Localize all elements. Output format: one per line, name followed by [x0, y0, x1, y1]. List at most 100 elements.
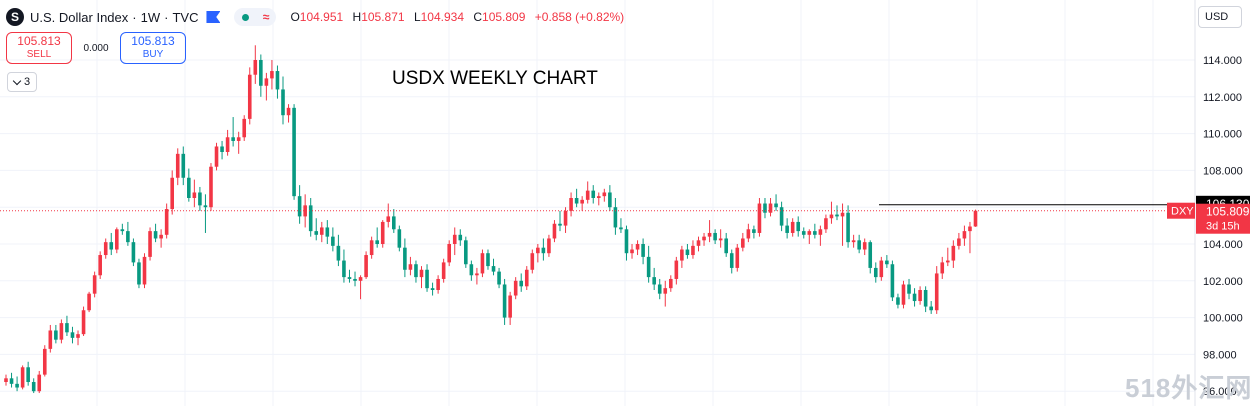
candle-body	[591, 190, 596, 198]
sell-button[interactable]: 105.813 SELL	[6, 32, 72, 64]
candle-body	[513, 280, 518, 296]
candle-body	[752, 229, 756, 233]
candle-body	[175, 153, 180, 178]
candle-body	[308, 205, 313, 232]
low-value: 104.934	[420, 10, 465, 24]
candle-body	[192, 192, 197, 198]
candle-body	[929, 306, 933, 311]
candle-body	[4, 378, 8, 382]
currency-selector[interactable]: USD	[1198, 6, 1242, 28]
candle-body	[209, 166, 213, 208]
candle-body	[630, 249, 634, 254]
candle-body	[408, 264, 413, 270]
candle-body	[81, 310, 86, 335]
candle-body	[220, 146, 224, 152]
candle-body	[236, 137, 241, 141]
candle-body	[497, 271, 501, 285]
candle-body	[392, 216, 396, 230]
candle-body	[608, 192, 612, 208]
candle-body	[635, 244, 640, 250]
candle-body	[281, 89, 285, 116]
candle-body	[691, 245, 695, 256]
candle-body	[879, 260, 884, 278]
candle-body	[397, 229, 402, 248]
buy-button[interactable]: 105.813 BUY	[120, 32, 186, 64]
candle-body	[779, 207, 784, 226]
symbol-name[interactable]: U.S. Dollar Index	[30, 9, 129, 25]
candle-body	[458, 234, 463, 241]
source-label: TVC	[172, 9, 199, 25]
candle-body	[641, 244, 645, 257]
candle-body	[380, 221, 385, 244]
candle-body	[148, 231, 152, 257]
candle-body	[674, 260, 679, 279]
candle-body	[547, 238, 551, 254]
candle-body	[247, 74, 252, 119]
candle-body	[364, 255, 368, 278]
candle-body	[946, 260, 950, 263]
candle-body	[602, 192, 607, 197]
candle-body	[181, 153, 186, 178]
trade-panel: 105.813 SELL 0.000 105.813 BUY	[6, 32, 186, 64]
y-tick-label: 110.000	[1203, 129, 1242, 141]
candle-body	[968, 226, 972, 232]
candle-body	[646, 256, 651, 278]
candle-body	[763, 203, 767, 213]
candle-body	[198, 192, 202, 206]
sell-price: 105.813	[17, 34, 61, 48]
candle-body	[76, 334, 80, 338]
candle-body	[519, 280, 524, 287]
candle-body	[131, 242, 136, 263]
candle-body	[259, 60, 263, 86]
market-open-dot-icon	[241, 13, 249, 21]
candle-body	[934, 273, 939, 311]
candle-body	[652, 277, 656, 285]
candle-body	[37, 374, 42, 392]
candle-body	[386, 216, 391, 222]
market-status-pill[interactable]: ≈	[234, 8, 277, 26]
y-tick-label: 104.000	[1203, 239, 1243, 251]
sell-label: SELL	[26, 49, 52, 60]
y-tick-label: 100.000	[1203, 313, 1243, 325]
high-label: H	[352, 10, 362, 24]
close-value: 105.809	[482, 10, 526, 24]
candle-body	[430, 288, 435, 290]
candle-body	[563, 210, 568, 226]
candle-body	[187, 177, 191, 198]
wave-icon: ≈	[262, 10, 270, 24]
candle-body	[508, 295, 512, 318]
candle-body	[574, 198, 579, 204]
flag-icon[interactable]	[206, 11, 221, 23]
candle-body	[824, 218, 828, 230]
candle-body	[741, 238, 745, 248]
ohlc-readout: O104.951 H105.871 L104.934 C105.809 +0.8…	[290, 10, 630, 24]
candle-body	[680, 249, 684, 261]
candle-body	[347, 277, 352, 279]
interval-label[interactable]: 1W	[140, 9, 161, 25]
candle-body	[292, 107, 296, 197]
y-tick-label: 96.000	[1203, 386, 1237, 398]
candle-body	[962, 231, 967, 239]
countdown-label: 3d 15h	[1206, 221, 1240, 233]
ticker-tag	[1167, 202, 1195, 219]
chart-annotation-text[interactable]: USDX WEEKLY CHART	[392, 68, 598, 89]
candle-body	[464, 240, 468, 265]
y-tick-label: 108.000	[1203, 165, 1243, 177]
candle-body	[159, 234, 163, 239]
candle-body	[87, 293, 91, 311]
candle-body	[170, 177, 174, 210]
symbol-logo-icon: S	[6, 8, 24, 26]
candle-body	[536, 247, 540, 254]
indicators-toggle[interactable]: 3	[7, 72, 37, 92]
open-value: 104.951	[299, 10, 344, 24]
candle-body	[242, 118, 247, 138]
candle-body	[724, 238, 728, 254]
candle-body	[957, 238, 961, 246]
candle-body	[9, 378, 14, 384]
candle-body	[486, 253, 490, 267]
candle-body	[807, 231, 812, 235]
candle-body	[115, 229, 119, 250]
candle-body	[685, 249, 690, 256]
